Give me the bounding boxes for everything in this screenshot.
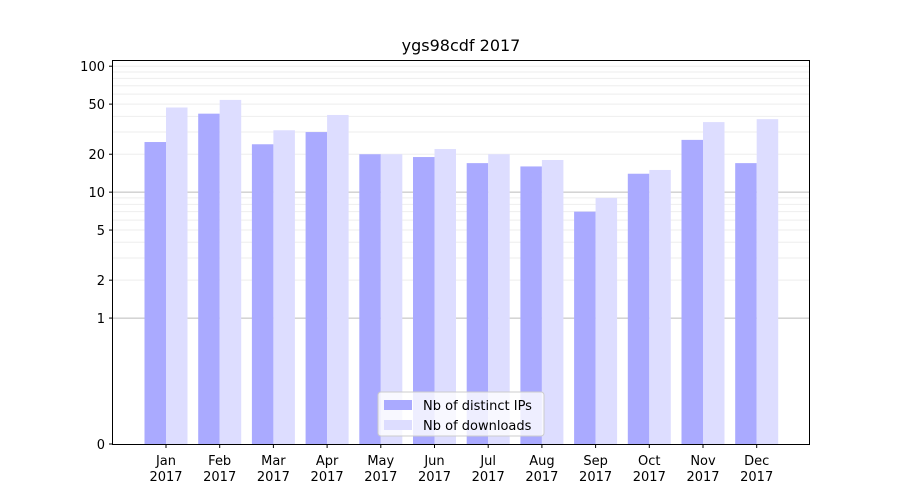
bar-distinct-ips [305, 132, 328, 444]
x-tick-label-month: Apr [316, 454, 339, 469]
bar-downloads [219, 99, 242, 444]
bar-distinct-ips [466, 163, 489, 444]
x-tick-label-month: Sep [583, 454, 608, 469]
legend-swatch-downloads [384, 420, 412, 430]
y-tick-label: 50 [88, 98, 105, 113]
bar-distinct-ips [735, 163, 757, 444]
bar-distinct-ips [251, 144, 274, 444]
x-tick-label-month: Dec [744, 454, 769, 469]
bar-distinct-ips [413, 157, 435, 444]
bar-downloads [649, 169, 671, 444]
y-tick-label: 20 [88, 148, 105, 163]
x-tick-label-year: 2017 [525, 470, 558, 485]
y-tick-label: 10 [88, 186, 105, 201]
x-tick-label-month: Jan [155, 454, 176, 469]
x-tick-label-month: Jun [423, 454, 444, 469]
legend-swatch-distinct-ips [384, 400, 412, 410]
chart-title: ygs98cdf 2017 [402, 36, 521, 55]
x-tick-label-month: Oct [638, 454, 660, 469]
bar-downloads [273, 130, 295, 444]
y-tick-label: 2 [97, 274, 105, 289]
x-tick-label-month: Jul [479, 454, 496, 469]
bar-distinct-ips [198, 113, 220, 445]
bar-downloads [703, 122, 725, 444]
bar-distinct-ips [359, 154, 381, 444]
x-tick-label-year: 2017 [257, 470, 290, 485]
legend-label-distinct-ips: Nb of distinct IPs [423, 399, 532, 414]
x-axis: Jan2017Feb2017Mar2017Apr2017May2017Jun20… [149, 444, 773, 485]
x-tick-label-year: 2017 [418, 470, 451, 485]
legend-label-downloads: Nb of downloads [423, 419, 532, 434]
bar-distinct-ips [520, 166, 542, 444]
bar-downloads [756, 119, 779, 445]
bar-downloads [166, 107, 188, 445]
x-tick-label-month: Feb [208, 454, 231, 469]
plot-frame [112, 60, 810, 445]
x-tick-label-year: 2017 [686, 470, 719, 485]
y-tick-label: 100 [80, 60, 105, 75]
bar-downloads [327, 114, 349, 445]
bar-downloads [380, 154, 403, 444]
bar-distinct-ips [574, 211, 596, 444]
y-axis: 0 1 2 5 10 20 50 100 [80, 60, 113, 453]
bar-distinct-ips [627, 173, 650, 444]
bar-downloads [434, 149, 456, 445]
x-tick-label-year: 2017 [364, 470, 397, 485]
y-tick-label: 5 [97, 224, 105, 239]
x-tick-label-month: Nov [690, 454, 716, 469]
bars [144, 99, 779, 445]
x-tick-label-year: 2017 [203, 470, 236, 485]
x-tick-label-month: May [367, 454, 394, 469]
bar-distinct-ips [144, 142, 166, 444]
legend: Nb of distinct IPs Nb of downloads [377, 391, 545, 437]
bar-distinct-ips [681, 139, 703, 444]
legend-box [377, 391, 545, 437]
y-tick-label: 1 [97, 312, 105, 327]
x-tick-label-month: Mar [261, 454, 286, 469]
x-tick-label-year: 2017 [472, 470, 505, 485]
x-tick-label-year: 2017 [149, 470, 182, 485]
bar-downloads [595, 197, 618, 444]
x-tick-label-year: 2017 [579, 470, 612, 485]
x-tick-label-month: Aug [529, 454, 554, 469]
x-tick-label-year: 2017 [633, 470, 666, 485]
bar-downloads [488, 154, 510, 444]
x-tick-label-year: 2017 [740, 470, 773, 485]
bar-downloads [541, 159, 564, 444]
x-tick-label-year: 2017 [311, 470, 344, 485]
y-tick-label: 0 [97, 438, 105, 453]
